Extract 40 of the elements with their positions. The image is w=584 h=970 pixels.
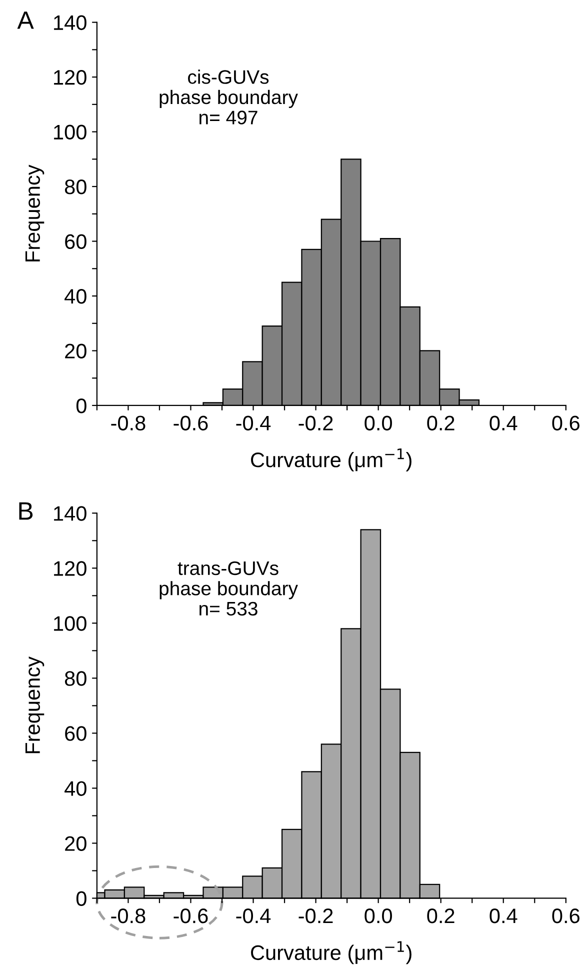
x-tick-label: 0.2	[427, 908, 454, 924]
y-tick-label: 0	[76, 398, 86, 414]
y-axis-title: Frequency	[25, 164, 44, 262]
y-tick-label: 140	[54, 506, 86, 521]
x-axis-title: Curvature (μm$^{−1}$)	[251, 941, 412, 964]
y-tick-label: 20	[65, 836, 86, 851]
annotation: trans-GUVs phase boundary n= 533	[160, 561, 298, 616]
y-tick-label: 40	[64, 781, 86, 796]
chart-title: A	[17, 12, 34, 29]
x-tick-label: -0.4	[236, 416, 271, 430]
y-axis-title: Frequency	[25, 656, 44, 754]
x-tick-label: -0.8	[111, 416, 146, 430]
x-tick-label: -0.4	[236, 908, 271, 924]
x-tick-label: -0.8	[111, 908, 146, 924]
x-axis-title: Curvature (μm$^{−1}$)	[251, 448, 412, 472]
x-tick-label: -0.2	[298, 416, 333, 430]
y-tick-label: 60	[65, 726, 86, 741]
y-tick-label: 120	[54, 561, 86, 576]
x-tick-label: 0.4	[490, 908, 518, 924]
annotation: cis-GUVs phase boundary n= 497	[160, 70, 298, 124]
x-tick-label: -0.2	[298, 908, 333, 924]
x-tick-label: -0.6	[174, 908, 208, 924]
y-tick-label: 40	[64, 288, 86, 304]
x-tick-label: 0.6	[552, 416, 580, 430]
y-tick-label: 80	[64, 671, 86, 686]
y-tick-label: 20	[65, 344, 86, 358]
y-tick-label: 120	[54, 70, 86, 85]
chart-title: B	[19, 502, 33, 520]
y-tick-label: 140	[54, 15, 86, 30]
y-tick-label: 100	[54, 124, 86, 140]
x-tick-label: 0.2	[427, 416, 454, 430]
x-tick-label: 0.0	[364, 416, 392, 430]
x-tick-label: -0.6	[174, 416, 208, 430]
y-tick-label: 80	[64, 180, 86, 194]
x-tick-label: 0.0	[364, 908, 392, 924]
y-tick-label: 100	[54, 616, 86, 631]
y-tick-label: 0	[76, 891, 86, 906]
x-tick-label: 0.4	[490, 416, 518, 430]
y-tick-label: 60	[65, 234, 86, 250]
x-tick-label: 0.6	[552, 908, 580, 924]
